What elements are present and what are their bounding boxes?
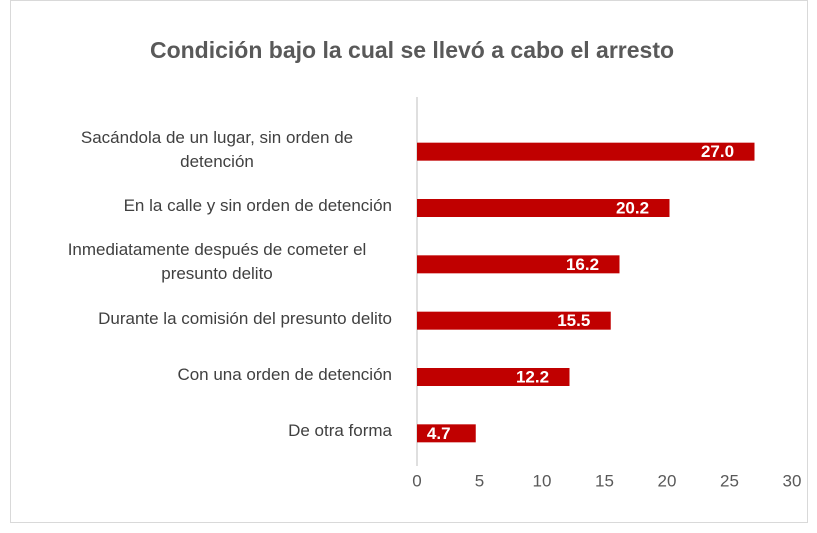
data-label: 4.7 (427, 424, 451, 443)
bar (417, 311, 611, 330)
data-label: 12.2 (516, 367, 549, 386)
y-tick-label-box: Con una orden de detención (32, 363, 392, 387)
bar (417, 142, 755, 161)
data-label: 16.2 (566, 255, 599, 274)
y-tick-label-box: Inmediatamente después de cometer el pre… (32, 238, 392, 286)
y-tick-label: Con una orden de detención (177, 365, 392, 384)
chart-title: Condición bajo la cual se llevó a cabo e… (150, 37, 674, 63)
y-tick-label-box: De otra forma (32, 419, 392, 443)
x-tick-label: 30 (783, 471, 802, 490)
bar (417, 368, 570, 386)
bar (417, 424, 476, 443)
x-tick-label: 15 (595, 471, 614, 490)
y-tick-label: En la calle y sin orden de detención (123, 196, 392, 215)
x-tick-label: 0 (412, 471, 421, 490)
x-tick-label: 5 (475, 471, 484, 490)
y-tick-label: Durante la comisión del presunto delito (98, 308, 392, 328)
y-tick-label: Inmediatamente después de cometer el pre… (67, 240, 367, 284)
x-tick-label: 25 (720, 471, 739, 490)
x-tick-label: 10 (533, 471, 552, 490)
y-tick-label: De otra forma (288, 421, 392, 441)
data-label: 27.0 (701, 142, 734, 161)
y-tick-label: Sacándola de un lugar, sin orden de dete… (80, 127, 354, 171)
bar (417, 255, 620, 274)
x-tick-label: 20 (658, 471, 677, 490)
y-tick-label-box: En la calle y sin orden de detención (32, 194, 392, 218)
data-label: 15.5 (557, 311, 590, 330)
y-tick-label-box: Sacándola de un lugar, sin orden de dete… (32, 126, 392, 174)
y-tick-label-box: Durante la comisión del presunto delito (32, 307, 392, 331)
data-label: 20.2 (616, 198, 649, 217)
bar (417, 199, 670, 217)
chart-border (10, 0, 808, 523)
